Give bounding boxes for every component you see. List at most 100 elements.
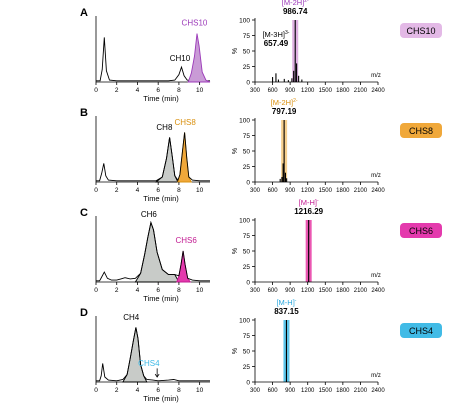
ms-y-tick-label: 100 bbox=[239, 117, 250, 124]
panel-D: D 0 2 4 6 8 10 Time (min) CH4 CHS4 0 25 50 75 100% 300 6… bbox=[80, 298, 442, 403]
chrom-x-tick-label: 2 bbox=[115, 87, 119, 94]
chrom-x-tick-label: 6 bbox=[156, 287, 160, 294]
ms-x-tick-label: 1500 bbox=[319, 388, 333, 394]
chrom-x-tick-label: 0 bbox=[94, 287, 98, 294]
trace-baseline bbox=[96, 132, 210, 182]
ms-x-tick-label: 600 bbox=[268, 388, 279, 394]
trace-ch10 bbox=[96, 37, 210, 82]
ms-y-tick-label: 100 bbox=[239, 317, 250, 324]
ion-label: [M-3H]3- bbox=[262, 30, 289, 39]
chromatogram: 0 2 4 6 8 10 Time (min) CH6 CHS6 bbox=[94, 210, 210, 303]
ms-x-tick-label: 1800 bbox=[336, 88, 350, 94]
ms-y-label: % bbox=[232, 248, 239, 254]
ms-y-tick-label: 25 bbox=[243, 64, 251, 71]
ms-x-tick-label: 2100 bbox=[354, 288, 368, 294]
chrom-x-tick-label: 8 bbox=[177, 187, 181, 194]
panel-letter: A bbox=[80, 7, 88, 19]
peak-label-chs10: CHS10 bbox=[182, 19, 208, 28]
chrom-x-tick-label: 10 bbox=[196, 187, 204, 194]
compound-badge bbox=[400, 223, 442, 238]
ms-y-tick-label: 100 bbox=[239, 217, 250, 224]
ms-x-tick-label: 2400 bbox=[371, 388, 385, 394]
ms-x-tick-label: 1200 bbox=[301, 88, 315, 94]
ms-x-tick-label: 2100 bbox=[354, 388, 368, 394]
ms-x-tick-label: 300 bbox=[250, 288, 261, 294]
ms-x-label: m/z bbox=[371, 373, 381, 379]
chrom-x-label: Time (min) bbox=[143, 94, 179, 103]
chrom-x-tick-label: 8 bbox=[177, 387, 181, 394]
mz-label: 986.74 bbox=[283, 7, 308, 16]
ms-y-tick-label: 0 bbox=[246, 279, 250, 286]
chrom-x-tick-label: 4 bbox=[136, 187, 140, 194]
peak-label-chs8: CHS8 bbox=[174, 118, 196, 127]
ms-x-tick-label: 1500 bbox=[319, 188, 333, 194]
chrom-x-tick-label: 0 bbox=[94, 87, 98, 94]
compound-badge-label: CHS8 bbox=[409, 126, 433, 136]
peak-label-chs4: CHS4 bbox=[138, 359, 160, 368]
ms-x-tick-label: 1200 bbox=[301, 388, 315, 394]
chrom-x-tick-label: 4 bbox=[136, 87, 140, 94]
arrow-head bbox=[154, 373, 160, 378]
compound-badge-label: CHS10 bbox=[406, 26, 435, 36]
panel-C: C 0 2 4 6 8 10 Time (min) CH6 CHS6 0 25 50 75 100% 300 6… bbox=[80, 198, 442, 303]
panel-letter: B bbox=[80, 107, 88, 119]
ms-y-tick-label: 50 bbox=[243, 248, 251, 255]
ms-x-tick-label: 2400 bbox=[371, 88, 385, 94]
mz-label: 657.49 bbox=[264, 39, 289, 48]
chrom-x-tick-label: 4 bbox=[136, 387, 140, 394]
mz-label: 1216.29 bbox=[294, 207, 323, 216]
ms-x-tick-label: 1500 bbox=[319, 288, 333, 294]
ms-x-tick-label: 2400 bbox=[371, 188, 385, 194]
ion-label: [M-H]- bbox=[276, 298, 296, 307]
chrom-x-tick-label: 2 bbox=[115, 387, 119, 394]
ms-x-tick-label: 600 bbox=[268, 288, 279, 294]
chromatogram: 0 2 4 6 8 10 Time (min) CH4 CHS4 bbox=[94, 313, 210, 403]
peak-label-ch10: CH10 bbox=[170, 54, 191, 63]
ms-y-tick-label: 25 bbox=[243, 164, 251, 171]
ms-y-tick-label: 75 bbox=[243, 333, 251, 340]
ms-x-tick-label: 900 bbox=[285, 288, 296, 294]
chrom-x-tick-label: 10 bbox=[196, 87, 204, 94]
ms-x-tick-label: 1800 bbox=[336, 288, 350, 294]
ms-y-tick-label: 50 bbox=[243, 48, 251, 55]
ms-y-label: % bbox=[232, 148, 239, 154]
chrom-x-tick-label: 0 bbox=[94, 387, 98, 394]
ms-x-tick-label: 2100 bbox=[354, 188, 368, 194]
peak-label-chs6: CHS6 bbox=[175, 236, 197, 245]
ms-x-tick-label: 600 bbox=[268, 88, 279, 94]
ms-x-tick-label: 300 bbox=[250, 388, 261, 394]
peak-label-ch8: CH8 bbox=[156, 123, 173, 132]
chrom-x-tick-label: 4 bbox=[136, 287, 140, 294]
ms-y-tick-label: 75 bbox=[243, 233, 251, 240]
ms-y-tick-label: 0 bbox=[246, 179, 250, 186]
chrom-x-tick-label: 8 bbox=[177, 87, 181, 94]
panel-letter: C bbox=[80, 207, 88, 219]
compound-badge-label: CHS4 bbox=[409, 326, 433, 336]
ms-x-label: m/z bbox=[371, 273, 381, 279]
ms-x-tick-label: 1800 bbox=[336, 188, 350, 194]
ms-x-tick-label: 1800 bbox=[336, 388, 350, 394]
ms-x-label: m/z bbox=[371, 173, 381, 179]
ms-y-tick-label: 100 bbox=[239, 17, 250, 24]
trace-baseline bbox=[96, 327, 210, 382]
ms-x-tick-label: 900 bbox=[285, 388, 296, 394]
chrom-x-label: Time (min) bbox=[143, 194, 179, 203]
chrom-x-tick-label: 10 bbox=[196, 287, 204, 294]
ms-x-tick-label: 1200 bbox=[301, 288, 315, 294]
ms-x-tick-label: 300 bbox=[250, 88, 261, 94]
chrom-x-tick-label: 6 bbox=[156, 387, 160, 394]
peak-label-ch4: CH4 bbox=[123, 313, 140, 322]
ms-y-label: % bbox=[232, 48, 239, 54]
ms-y-tick-label: 50 bbox=[243, 148, 251, 155]
ms-x-tick-label: 1200 bbox=[301, 188, 315, 194]
chrom-x-label: Time (min) bbox=[143, 294, 179, 303]
ms-x-tick-label: 600 bbox=[268, 188, 279, 194]
ms-x-tick-label: 900 bbox=[285, 188, 296, 194]
compound-badge bbox=[400, 23, 442, 38]
panel-A: A 0 2 4 6 8 10 Time (min) CH10 CHS10 0 25 50 75 100% 30… bbox=[80, 0, 442, 103]
compound-badge bbox=[400, 123, 442, 138]
chromatogram: 0 2 4 6 8 10 Time (min) CH10 CHS10 bbox=[94, 16, 211, 103]
